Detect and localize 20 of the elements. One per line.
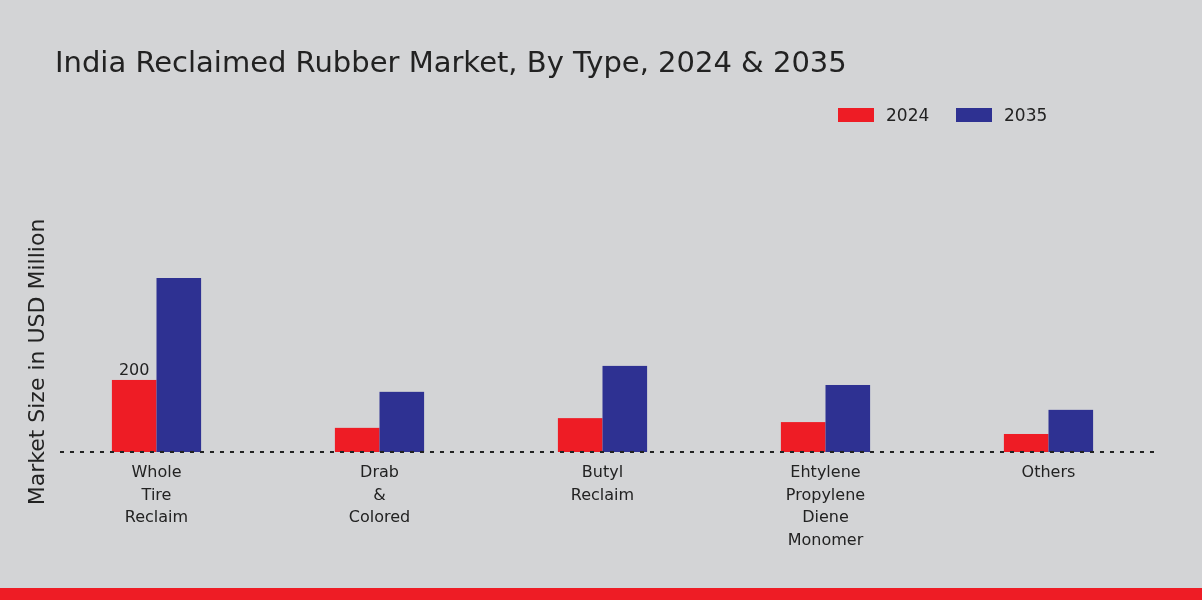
legend-label: 2024 [886, 105, 930, 125]
bar [825, 384, 871, 452]
chart-title: India Reclaimed Rubber Market, By Type, 2024 & 2035 [55, 45, 847, 79]
bar [557, 418, 603, 452]
bar [1003, 433, 1049, 452]
x-tick-label: Whole Tire Reclaim [124, 462, 189, 526]
data-label: 200 [118, 359, 150, 379]
bar [379, 391, 425, 452]
x-tick-label: Ehtylene Propylene Diene Monomer [785, 462, 866, 549]
x-tick-label: Drab & Colored [348, 462, 411, 526]
bar [780, 422, 826, 452]
bar [156, 278, 202, 452]
x-tick-label: Others [1021, 462, 1076, 481]
bar [334, 427, 380, 452]
legend-label: 2035 [1004, 105, 1048, 125]
y-axis-title: Market Size in USD Million [24, 218, 49, 506]
bar [1048, 409, 1094, 452]
bar [602, 365, 648, 452]
x-tick-label: Butyl Reclaim [570, 462, 635, 504]
bar [111, 379, 157, 452]
